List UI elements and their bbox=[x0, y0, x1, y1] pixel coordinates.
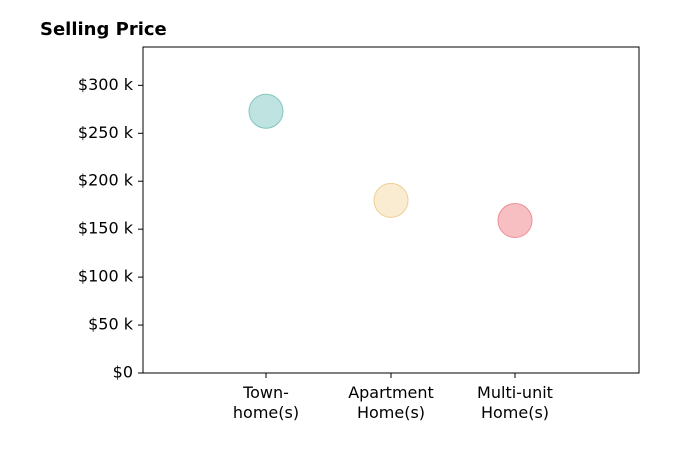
x-tick-label: Town-home(s) bbox=[233, 383, 299, 422]
y-tick-label: $100 k bbox=[78, 267, 134, 286]
y-tick-label: $300 k bbox=[78, 75, 134, 94]
data-point bbox=[373, 182, 409, 218]
y-axis: $0 $50 k $100 k $150 k $200 k $250 k $300 k bbox=[78, 75, 143, 382]
plot-frame bbox=[142, 46, 640, 374]
x-axis: Town-home(s) Apartment Home(s) Multi-unit Ho… bbox=[233, 373, 553, 422]
y-tick-label: $200 k bbox=[78, 171, 134, 190]
scatter-points bbox=[248, 93, 533, 239]
chart-title: Selling Price bbox=[40, 19, 167, 40]
y-tick-label: $250 k bbox=[78, 123, 134, 142]
data-point bbox=[248, 93, 284, 129]
data-point bbox=[497, 203, 533, 239]
x-tick-label: Multi-unit Home(s) bbox=[477, 383, 553, 422]
x-tick-label: Apartment Home(s) bbox=[348, 383, 434, 422]
y-tick-label: $50 k bbox=[88, 315, 134, 334]
y-tick-label: $0 bbox=[113, 363, 133, 382]
y-tick-label: $150 k bbox=[78, 219, 134, 238]
